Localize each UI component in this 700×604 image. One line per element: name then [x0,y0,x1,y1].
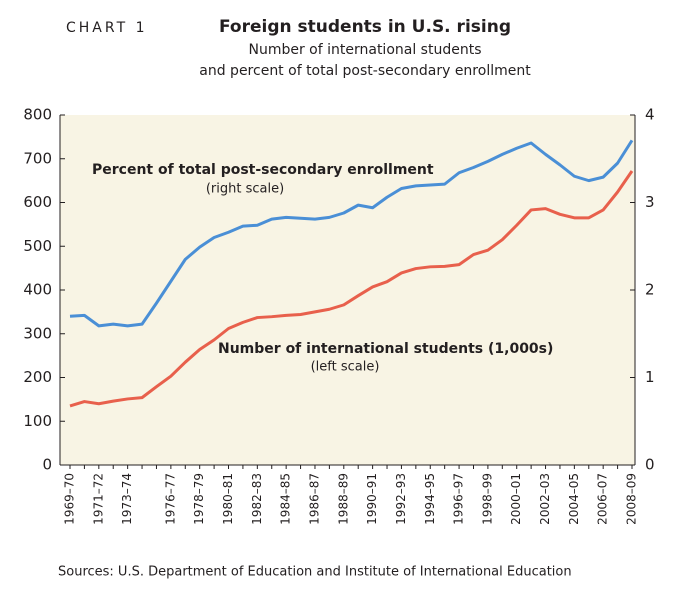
data-line [69,170,634,408]
x-tick-label: 1982–83 [250,473,264,525]
x-tick-label: 1996–97 [452,473,466,525]
x-tick-label: 2008–09 [625,473,639,525]
x-tick-label: 1976–77 [163,473,177,525]
series-note: (left scale) [311,360,380,375]
x-tick-label: 2004–05 [567,473,581,525]
y-tick-label: 0 [42,456,52,474]
x-tick-label: 1992–93 [394,473,408,525]
data-line [69,139,634,328]
series-note: (right scale) [206,182,284,197]
x-tick-label: 1994–95 [423,473,437,525]
y-tick-label: 100 [23,412,52,430]
x-tick-label: 1990–91 [365,473,379,525]
chart-title: Foreign students in U.S. rising [219,17,511,37]
x-tick-label: 2006–07 [596,473,610,525]
x-tick-label: 1971–72 [91,473,105,525]
y-tick-label: 300 [23,324,52,342]
x-tick-label: 1973–74 [120,473,134,525]
y2-tick-label: 4 [645,106,655,124]
x-tick-label: 1986–87 [307,473,321,525]
series-label: Percent of total post-secondary enrollme… [92,162,434,178]
plot-area [60,115,635,465]
x-tick-label: 2000–01 [509,473,523,525]
x-tick-label: 1969–70 [63,473,77,525]
source: Sources: U.S. Department of Education an… [58,565,572,580]
x-tick-label: 1984–85 [279,473,293,525]
y-tick-label: 600 [23,193,52,211]
y2-tick-label: 2 [645,281,655,299]
y2-tick-label: 0 [645,456,655,474]
y-tick-label: 700 [23,149,52,167]
subtitle: and percent of total post-secondary enro… [199,63,531,79]
x-tick-label: 2002–03 [538,473,552,525]
x-tick-label: 1978–79 [192,473,206,525]
y2-tick-label: 1 [645,368,655,386]
x-tick-label: 1988–89 [336,473,350,525]
series-label: Number of international students (1,000s… [218,341,553,357]
x-tick-label: 1980–81 [221,473,235,525]
subtitle: Number of international students [248,42,481,58]
y-tick-label: 400 [23,281,52,299]
y-tick-label: 800 [23,106,52,124]
chart-label: CHART 1 [66,20,148,36]
y2-tick-label: 3 [645,193,655,211]
y-tick-label: 500 [23,237,52,255]
y-tick-label: 200 [23,368,52,386]
x-tick-label: 1998–99 [480,473,494,525]
